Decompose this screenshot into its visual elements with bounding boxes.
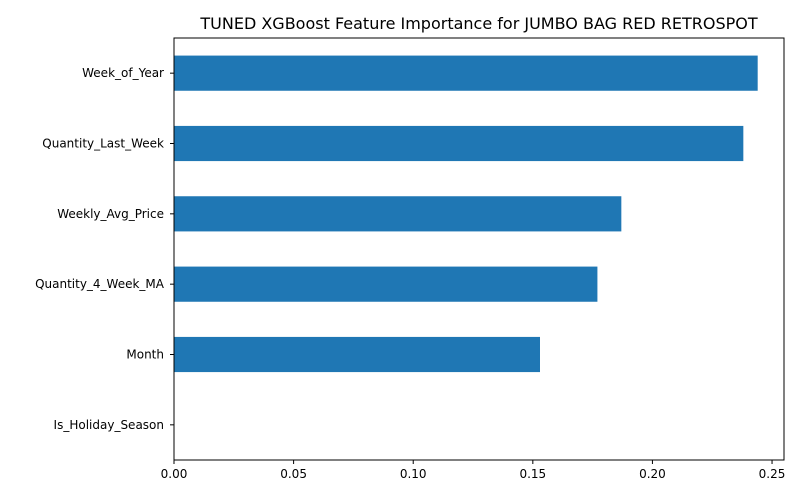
x-axis-ticks: 0.00 0.05 0.10 0.15 0.20 0.25 <box>161 460 786 481</box>
x-tick-label: 0.05 <box>280 467 307 481</box>
y-tick-label: Is_Holiday_Season <box>54 418 164 432</box>
bar-weekly-avg-price <box>174 196 622 232</box>
y-tick-label: Weekly_Avg_Price <box>57 207 164 221</box>
bar-quantity-last-week <box>174 125 744 162</box>
bar-week-of-year <box>174 55 758 91</box>
x-tick-label: 0.25 <box>759 467 786 481</box>
y-tick-label: Week_of_Year <box>82 66 164 80</box>
y-tick-label: Month <box>126 348 164 362</box>
y-tick-label: Quantity_4_Week_MA <box>35 277 165 291</box>
x-tick-label: 0.20 <box>639 467 666 481</box>
x-tick-label: 0.10 <box>400 467 427 481</box>
chart-title: TUNED XGBoost Feature Importance for JUM… <box>199 14 757 33</box>
y-axis-ticks: Week_of_Year Quantity_Last_Week Weekly_Avg… <box>35 66 174 432</box>
bar-month <box>174 336 540 373</box>
y-tick-label: Quantity_Last_Week <box>42 137 164 151</box>
x-tick-label: 0.15 <box>519 467 546 481</box>
plot-frame <box>173 37 785 461</box>
bars-group <box>174 55 758 373</box>
bar-quantity-4-week-ma <box>174 266 598 302</box>
x-tick-label: 0.00 <box>161 467 188 481</box>
